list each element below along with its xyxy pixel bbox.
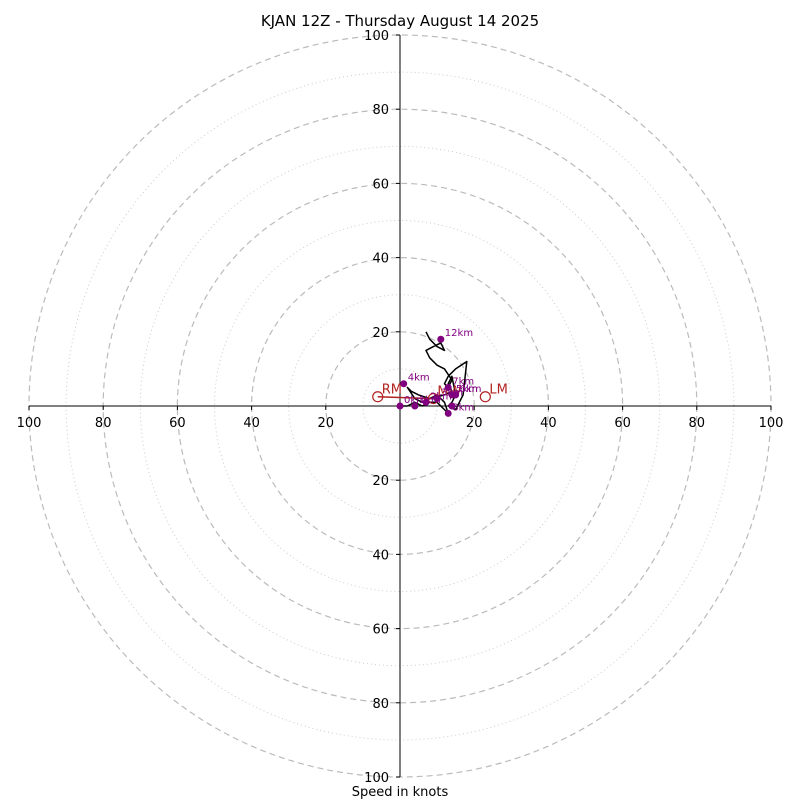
height-label-0km: 0km	[404, 395, 426, 406]
x-tick-label: 80	[95, 416, 112, 431]
height-marker-0km	[396, 402, 404, 410]
storm-motion-rm-marker	[372, 391, 384, 403]
y-tick-label: 80	[372, 697, 389, 712]
y-tick-label: 100	[364, 29, 389, 44]
y-tick-label: 60	[372, 177, 389, 192]
height-label-2km: 2km	[430, 391, 452, 402]
chart-title: KJAN 12Z - Thursday August 14 2025	[261, 12, 539, 30]
height-marker-8km	[444, 409, 452, 417]
height-label-5km: 5km	[456, 384, 478, 395]
height-marker-7km	[444, 383, 452, 391]
y-tick-label: 40	[372, 548, 389, 563]
height-label-7km: 7km	[452, 376, 474, 387]
x-tick-label: 100	[759, 416, 784, 431]
storm-motion-lm-label: LM	[489, 383, 507, 398]
x-tick-label: 20	[466, 416, 483, 431]
height-label-1km: 1km	[419, 395, 441, 406]
height-marker-4km	[400, 380, 408, 388]
height-label-4km: 4km	[408, 373, 430, 384]
x-tick-label: 40	[540, 416, 557, 431]
height-label-6km: 6km	[460, 384, 482, 395]
height-marker-12km	[437, 335, 445, 343]
hodograph-data: RMLMMW0km1km2km3km4km5km6km7km8km12km	[372, 328, 508, 417]
height-marker-3km	[433, 395, 441, 403]
axes: 100 80 60 40 20 20 40 60 80 100 20 40 60 80 100 20 40 60 8…	[17, 29, 784, 786]
y-tick-label: 80	[372, 103, 389, 118]
x-tick-label: 60	[614, 416, 631, 431]
height-label-12km: 12km	[445, 328, 473, 339]
x-tick-label: 100	[17, 416, 42, 431]
x-axis-label: Speed in knots	[352, 785, 449, 800]
x-tick-label: 40	[243, 416, 260, 431]
storm-motion-lm-marker	[479, 391, 491, 403]
storm-motion-rm-label: RM	[382, 383, 402, 398]
y-tick-label: 20	[372, 326, 389, 341]
x-tick-label: 80	[689, 416, 706, 431]
y-tick-label: 100	[364, 771, 389, 786]
y-tick-label: 60	[372, 623, 389, 638]
height-marker-9km	[448, 402, 456, 410]
x-tick-label: 20	[318, 416, 335, 431]
x-tick-label: 60	[169, 416, 186, 431]
y-tick-label: 40	[372, 252, 389, 267]
height-marker-1km	[411, 402, 419, 410]
height-marker-2km	[422, 398, 430, 406]
height-marker-6km	[452, 391, 460, 399]
bunkers-rm-vector	[377, 395, 434, 400]
height-label-8km: 8km	[452, 402, 474, 413]
y-tick-label: 20	[372, 474, 389, 489]
